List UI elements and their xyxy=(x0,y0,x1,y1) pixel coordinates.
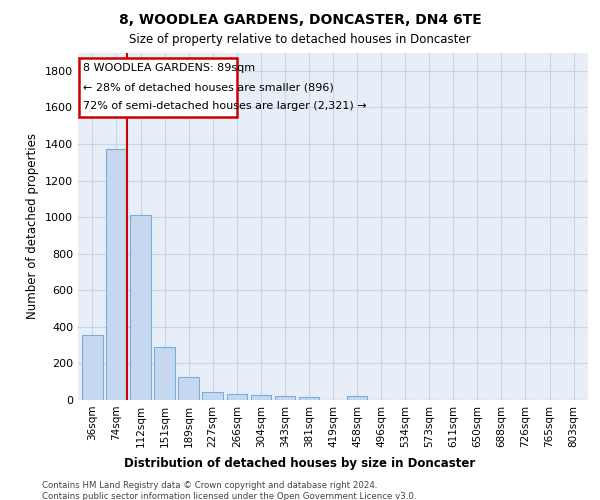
Text: Contains public sector information licensed under the Open Government Licence v3: Contains public sector information licen… xyxy=(42,492,416,500)
Bar xyxy=(347,396,367,400)
Bar xyxy=(82,335,103,400)
Bar xyxy=(275,396,295,400)
Bar xyxy=(178,377,199,400)
Text: 8, WOODLEA GARDENS, DONCASTER, DN4 6TE: 8, WOODLEA GARDENS, DONCASTER, DN4 6TE xyxy=(119,12,481,26)
Bar xyxy=(106,150,127,400)
Text: Contains HM Land Registry data © Crown copyright and database right 2024.: Contains HM Land Registry data © Crown c… xyxy=(42,481,377,490)
Bar xyxy=(299,398,319,400)
Text: ← 28% of detached houses are smaller (896): ← 28% of detached houses are smaller (89… xyxy=(83,82,334,92)
Bar xyxy=(130,216,151,400)
Bar xyxy=(79,58,237,118)
Text: Distribution of detached houses by size in Doncaster: Distribution of detached houses by size … xyxy=(124,458,476,470)
Bar xyxy=(227,394,247,400)
Text: Size of property relative to detached houses in Doncaster: Size of property relative to detached ho… xyxy=(129,32,471,46)
Text: 8 WOODLEA GARDENS: 89sqm: 8 WOODLEA GARDENS: 89sqm xyxy=(83,63,255,73)
Y-axis label: Number of detached properties: Number of detached properties xyxy=(26,133,40,320)
Bar xyxy=(251,396,271,400)
Bar xyxy=(202,392,223,400)
Text: 72% of semi-detached houses are larger (2,321) →: 72% of semi-detached houses are larger (… xyxy=(83,101,367,111)
Bar xyxy=(154,348,175,400)
